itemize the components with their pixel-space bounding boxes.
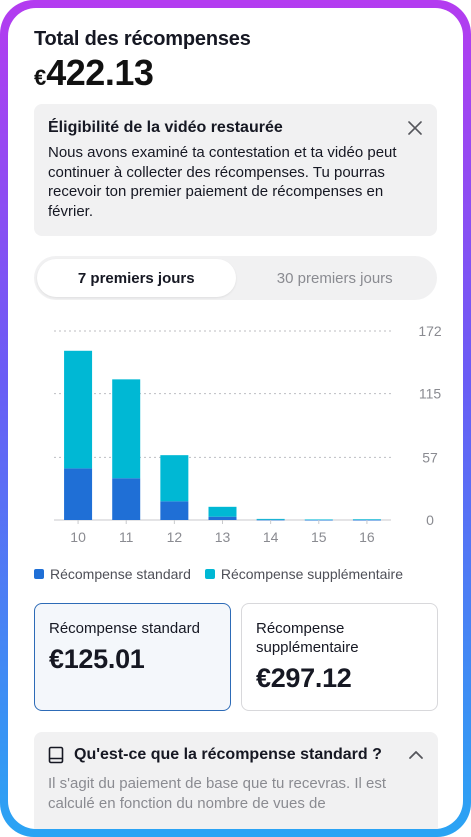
period-tabs: 7 premiers jours 30 premiers jours [34, 256, 437, 300]
x-tick-label-13: 13 [215, 529, 231, 545]
standard-reward-card[interactable]: Récompense standard €125.01 [34, 603, 231, 711]
y-tick-label-57: 57 [422, 449, 438, 465]
x-tick-label-15: 15 [311, 529, 327, 545]
x-tick-label-12: 12 [167, 529, 183, 545]
tab-30-days[interactable]: 30 premiers jours [276, 269, 393, 287]
bar-13-series-0 [208, 516, 237, 520]
chart-legend: Récompense standard Récompense supplémen… [34, 566, 403, 582]
legend-label-bonus: Récompense supplémentaire [220, 566, 403, 582]
legend-label-standard: Récompense standard [50, 566, 191, 582]
bar-12-series-1 [160, 455, 189, 502]
bar-11-series-1 [112, 379, 141, 479]
tab-7-days[interactable]: 7 premiers jours [37, 259, 236, 297]
x-tick-label-14: 14 [263, 529, 279, 545]
bar-15-series-1 [304, 519, 333, 521]
amount-value: 422.13 [46, 52, 154, 93]
bar-12-series-0 [160, 501, 189, 520]
x-tick-label-16: 16 [359, 529, 375, 545]
card-label-standard: Récompense standard [49, 620, 200, 637]
total-rewards-title: Total des récompenses [34, 28, 251, 50]
faq-title: Qu'est-ce que la récompense standard ? [74, 746, 382, 763]
bar-10-series-1 [64, 350, 93, 469]
bonus-reward-card[interactable]: Récompense supplémentaire €297.12 [241, 603, 438, 711]
bar-14-series-1 [256, 518, 285, 520]
screen: Total des récompenses €422.13 Éligibilit… [8, 8, 463, 829]
close-icon[interactable] [407, 120, 423, 136]
x-tick-label-10: 10 [70, 529, 86, 545]
book-icon [48, 746, 64, 764]
notice-title: Éligibilité de la vidéo restaurée [48, 119, 283, 136]
faq-header[interactable]: Qu'est-ce que la récompense standard ? [48, 746, 424, 764]
bar-10-series-0 [64, 468, 93, 520]
y-tick-label-115: 115 [419, 386, 442, 402]
card-value-bonus: €297.12 [256, 663, 352, 693]
rewards-chart: 172 115 57 0 10 11 12 13 14 15 16 [34, 308, 454, 548]
legend-item-bonus: Récompense supplémentaire [204, 566, 403, 582]
card-value-standard: €125.01 [49, 644, 145, 674]
bar-11-series-0 [112, 478, 141, 520]
y-tick-label-172: 172 [418, 323, 442, 339]
rewards-bar-chart: 172 115 57 0 10 11 12 13 14 15 16 [54, 323, 442, 545]
legend-swatch-standard [34, 569, 44, 579]
notice-body: Nous avons examiné ta contestation et ta… [48, 144, 397, 220]
reward-cards: Récompense standard €125.01 Récompense s… [34, 603, 438, 711]
x-tick-label-11: 11 [119, 529, 134, 545]
bar-16-series-1 [352, 519, 381, 520]
bar-13-series-1 [208, 506, 237, 517]
currency-symbol: € [34, 65, 47, 90]
legend-item-standard: Récompense standard [34, 566, 191, 582]
legend-swatch-bonus [204, 569, 215, 579]
y-tick-label-0: 0 [426, 512, 434, 528]
eligibility-notice: Éligibilité de la vidéo restaurée Nous a… [34, 104, 437, 236]
faq-body: Il s'agit du paiement de base que tu rec… [48, 775, 387, 812]
chevron-up-icon[interactable] [408, 750, 424, 760]
total-rewards-amount: €422.13 [34, 52, 154, 94]
card-label-bonus: Récompense supplémentaire [256, 620, 359, 656]
faq-standard-reward: Qu'est-ce que la récompense standard ? I… [34, 732, 438, 829]
